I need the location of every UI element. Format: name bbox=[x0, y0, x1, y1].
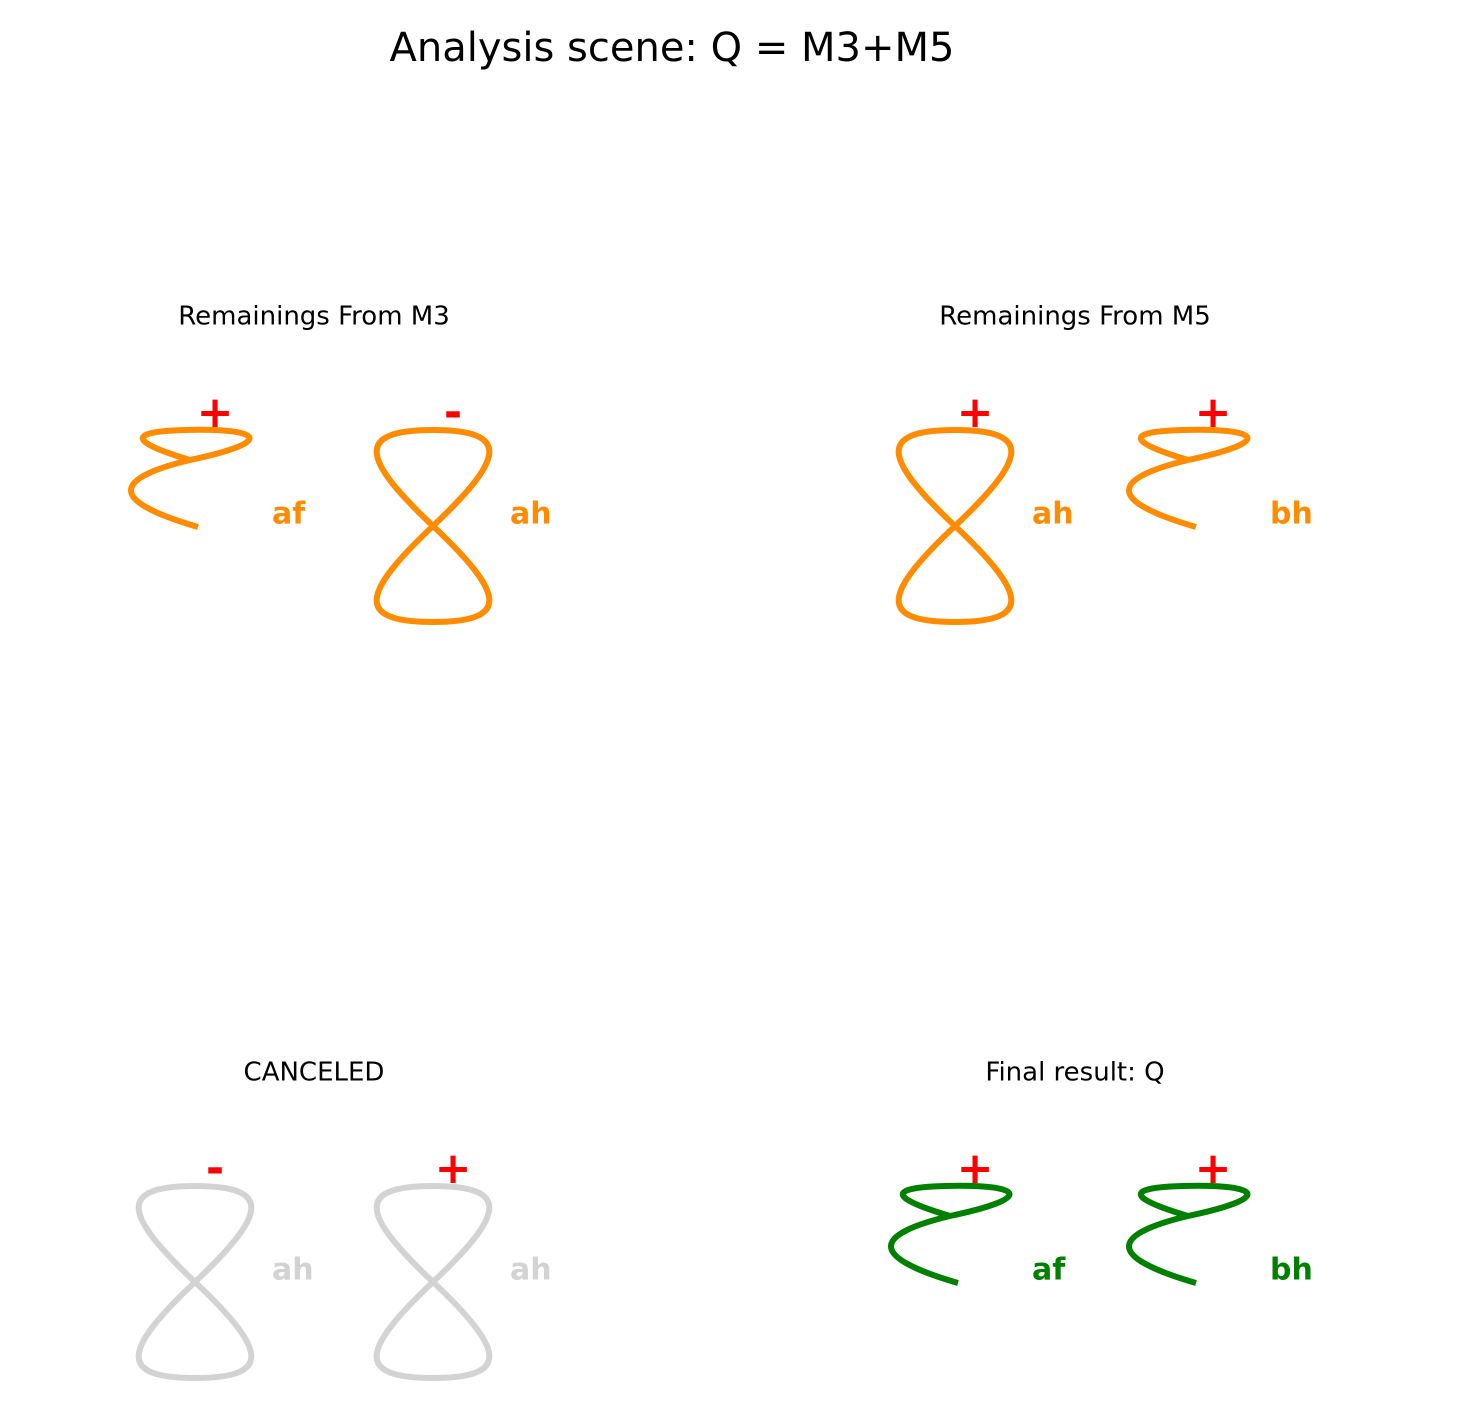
sign: + bbox=[1195, 1143, 1232, 1194]
sign: + bbox=[1195, 387, 1232, 438]
knot-shape bbox=[1126, 1182, 1251, 1286]
sign: - bbox=[206, 1143, 224, 1194]
knot-shape bbox=[888, 1182, 1013, 1286]
panel: Remainings From M5 + ah + bh bbox=[895, 302, 1313, 626]
knot-label: bh bbox=[1270, 497, 1313, 532]
knot-label: ah bbox=[510, 497, 552, 532]
knot-shape bbox=[373, 426, 493, 626]
sign: + bbox=[957, 1143, 994, 1194]
knot-shape bbox=[135, 1182, 255, 1382]
panel-title: Final result: Q bbox=[985, 1058, 1164, 1088]
panel: Final result: Q + af + bh bbox=[888, 1058, 1313, 1288]
knot-shape bbox=[128, 426, 253, 530]
knot-label: bh bbox=[1270, 1253, 1313, 1288]
knot-shape bbox=[895, 426, 1015, 626]
knot-label: ah bbox=[510, 1253, 552, 1288]
sign: + bbox=[957, 387, 994, 438]
knot-label: af bbox=[1032, 1253, 1066, 1288]
panel-title: Remainings From M3 bbox=[178, 302, 450, 332]
sign: - bbox=[444, 387, 462, 438]
panel-title: CANCELED bbox=[244, 1058, 385, 1088]
knot-label: af bbox=[272, 497, 306, 532]
sign: + bbox=[197, 387, 234, 438]
sign: + bbox=[435, 1143, 472, 1194]
knot-shape bbox=[373, 1182, 493, 1382]
knot-label: ah bbox=[1032, 497, 1074, 532]
panel-title: Remainings From M5 bbox=[939, 302, 1211, 332]
main-title: Analysis scene: Q = M3+M5 bbox=[390, 25, 955, 71]
panel: CANCELED - ah + ah bbox=[135, 1058, 552, 1382]
panel: Remainings From M3 + af - ah bbox=[128, 302, 552, 626]
knot-label: ah bbox=[272, 1253, 314, 1288]
knot-shape bbox=[1126, 426, 1251, 530]
